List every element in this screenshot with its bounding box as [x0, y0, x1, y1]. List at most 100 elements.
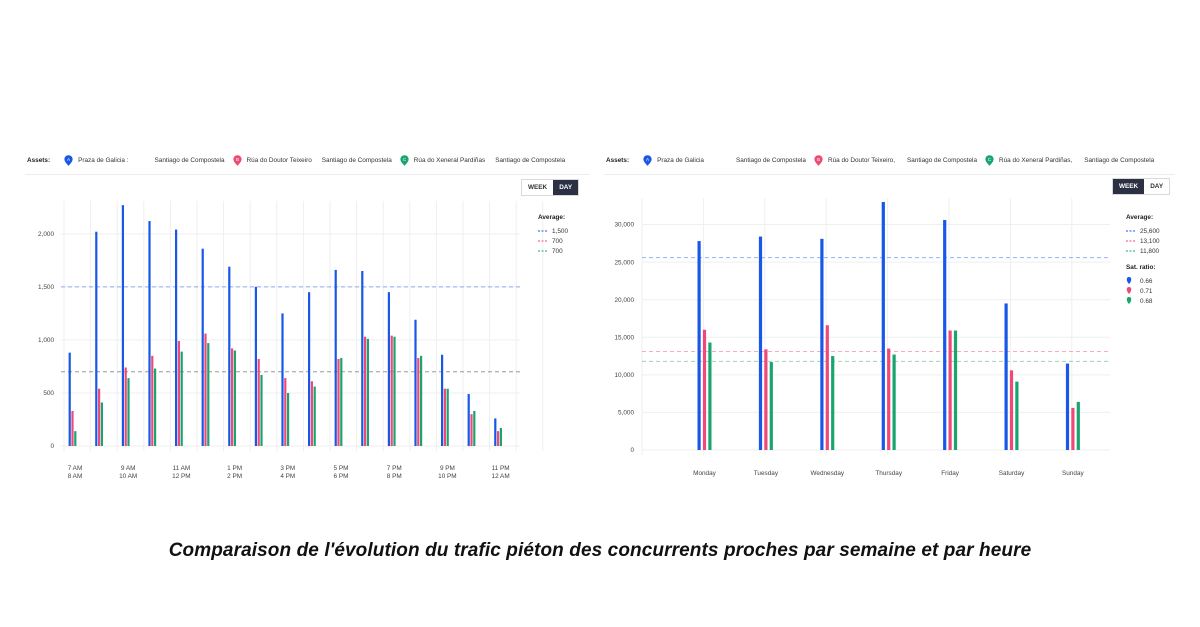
bar	[446, 388, 449, 446]
x-tick-label: 6 PM	[334, 473, 349, 480]
bar	[233, 350, 236, 446]
week-toggle-button[interactable]: WEEK	[1113, 179, 1145, 194]
bar	[1076, 401, 1080, 450]
bar	[207, 343, 210, 446]
y-tick-label: 10,000	[614, 372, 634, 379]
bar	[340, 357, 343, 446]
bar	[702, 329, 707, 450]
bar	[417, 357, 420, 446]
hourly-chart-panel: Assets: A Praza de Galicia : Santiago de…	[25, 146, 590, 481]
bar	[310, 381, 313, 446]
bar	[231, 348, 234, 446]
bar	[148, 221, 151, 446]
bar	[393, 336, 396, 446]
bar	[1004, 303, 1008, 450]
day-toggle-button[interactable]: DAY	[1144, 179, 1170, 194]
bar	[121, 205, 124, 446]
bar	[68, 352, 71, 446]
x-tick-label: Saturday	[999, 470, 1025, 477]
x-tick-label: Tuesday	[754, 470, 779, 477]
bar	[313, 386, 316, 446]
bar	[74, 431, 77, 446]
bar	[154, 368, 157, 446]
bar	[1065, 363, 1070, 450]
bar	[361, 270, 364, 446]
svg-text:A: A	[67, 156, 71, 161]
x-tick-label: 1 PM	[227, 465, 242, 472]
bar	[204, 333, 207, 446]
bar	[124, 367, 127, 446]
y-tick-label: 2,000	[38, 231, 54, 238]
legend-title: Average:	[1126, 214, 1153, 221]
map-pin-icon: A	[643, 154, 652, 166]
x-tick-label: 2 PM	[227, 473, 242, 480]
x-tick-label: Wednesday	[810, 470, 844, 477]
map-pin-icon: C	[985, 154, 994, 166]
bar	[764, 349, 768, 450]
map-pin-icon	[1126, 287, 1132, 294]
asset-b[interactable]: B Rúa do Doutor Teixeiro	[232, 154, 312, 166]
bar	[1009, 370, 1014, 450]
y-tick-label: 1,000	[38, 337, 54, 344]
asset-a[interactable]: A Praza de Galicia :	[64, 154, 129, 166]
asset-name: Praza de Galicia	[657, 156, 704, 164]
svg-text:C: C	[403, 156, 407, 161]
bar	[175, 229, 178, 446]
asset-c[interactable]: C Rúa do Xeneral Pardiñas,	[985, 154, 1072, 166]
x-tick-label: 12 AM	[492, 473, 510, 480]
bar	[281, 313, 284, 446]
sat-ratio-title: Sat. ratio:	[1126, 264, 1155, 271]
bar	[420, 355, 423, 446]
x-tick-label: Thursday	[875, 470, 902, 477]
y-tick-label: 30,000	[614, 222, 634, 229]
y-tick-label: 15,000	[614, 334, 634, 341]
asset-city: Santiago de Compostela	[1084, 156, 1155, 164]
asset-a[interactable]: A Praza de Galicia	[643, 154, 704, 166]
legend-label: 11,800	[1140, 248, 1160, 255]
asset-city: Santiago de Compostela	[321, 156, 392, 164]
x-tick-label: 10 PM	[438, 473, 456, 480]
bar	[820, 238, 824, 450]
legend-label: 13,100	[1140, 238, 1160, 245]
bar	[470, 414, 473, 446]
weekly-bar-chart: 0 5,000 10,000 15,000 20,000 25,000 30,000 Mond…	[614, 198, 1160, 477]
asset-city: Santiago de Compostela	[495, 156, 566, 164]
bar	[953, 330, 958, 450]
legend-label: 700	[552, 248, 563, 255]
x-tick-label: 8 PM	[387, 473, 402, 480]
bar	[1015, 381, 1019, 450]
bar	[260, 374, 263, 446]
asset-name: Rúa do Doutor Teixeiro,	[827, 156, 896, 164]
asset-c[interactable]: C Rúa do Xeneral Pardiñas	[400, 154, 485, 166]
bar	[364, 336, 367, 446]
x-tick-label: Monday	[693, 470, 717, 477]
bar	[95, 231, 98, 446]
bar	[887, 348, 891, 450]
x-tick-label: 7 PM	[387, 465, 402, 472]
sat-ratio-label: 0.71	[1140, 288, 1153, 295]
bar	[308, 292, 311, 446]
legend-title: Average:	[538, 214, 565, 221]
legend-label: 700	[552, 238, 563, 245]
bar	[825, 325, 829, 450]
asset-b[interactable]: B Rúa do Doutor Teixeiro,	[814, 154, 896, 166]
map-pin-icon	[1126, 277, 1132, 284]
sat-ratio-label: 0.66	[1140, 278, 1153, 285]
period-toggle: WEEK DAY	[521, 179, 580, 196]
bar	[98, 388, 101, 446]
asset-city: Santiago de Compostela	[154, 156, 225, 164]
bar	[334, 269, 337, 446]
bar	[254, 286, 257, 446]
weekly-chart-panel: Assets: A Praza de Galicia Santiago de C…	[604, 146, 1175, 481]
bar	[948, 330, 952, 450]
day-toggle-button[interactable]: DAY	[553, 180, 579, 195]
bar	[71, 410, 74, 446]
x-tick-label: Friday	[941, 470, 960, 477]
svg-text:B: B	[817, 156, 820, 161]
assets-bar: Assets: A Praza de Galicia Santiago de C…	[604, 146, 1175, 175]
week-toggle-button[interactable]: WEEK	[522, 180, 554, 195]
bar	[127, 378, 130, 446]
bar	[287, 392, 290, 446]
bar	[228, 266, 231, 446]
